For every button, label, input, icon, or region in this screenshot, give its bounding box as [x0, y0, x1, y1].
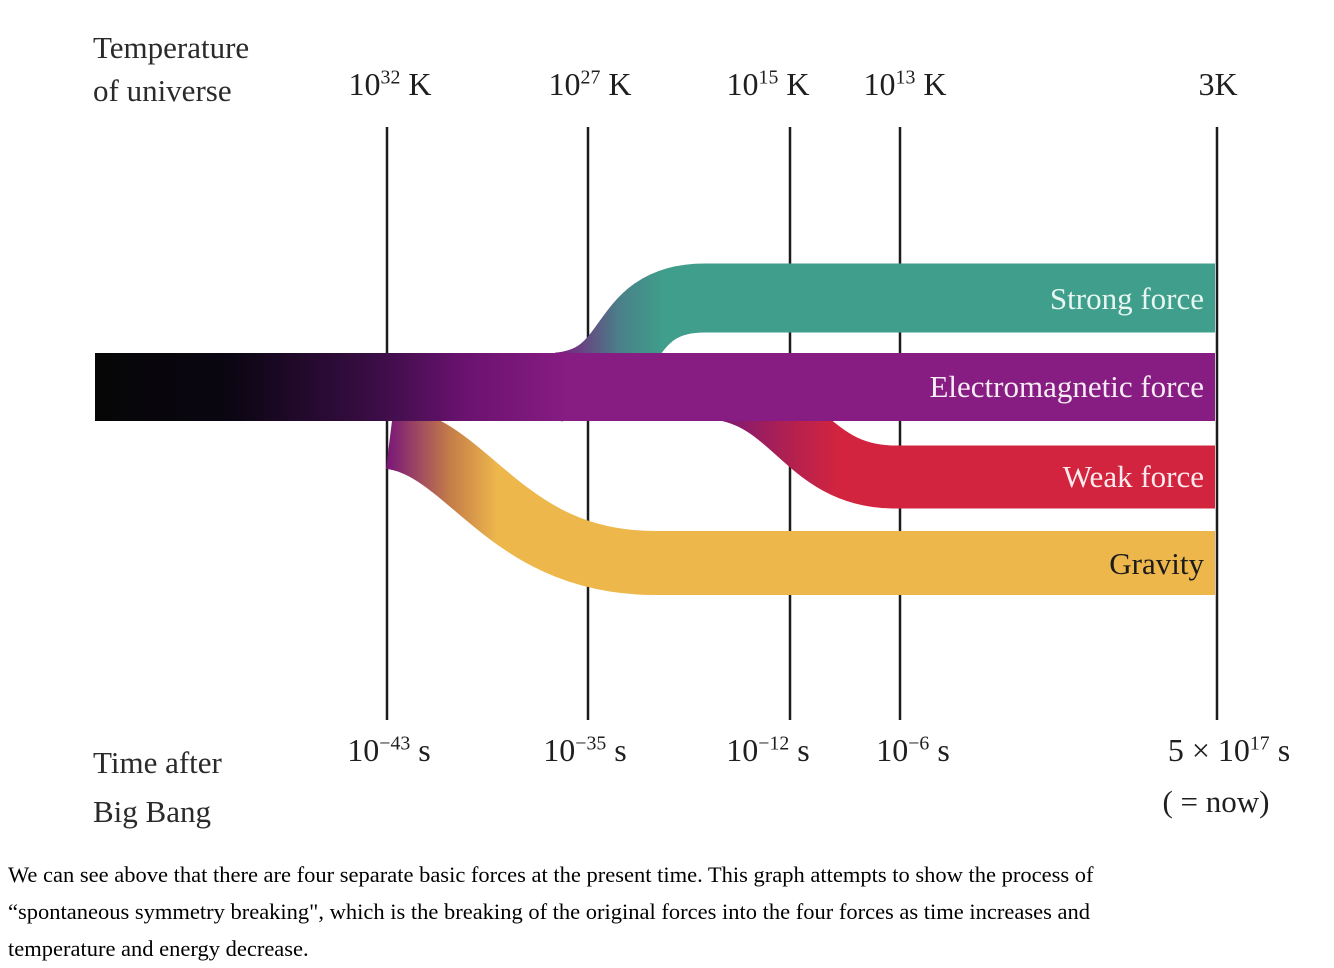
caption-line-2: “spontaneous symmetry breaking", which i…	[8, 899, 1090, 924]
time-axis-title-line2: Big Bang	[93, 794, 211, 829]
strong-force-label: Strong force	[1049, 281, 1204, 316]
temperature-axis-title-line2: of universe	[93, 73, 232, 108]
time-label-now-seconds: 5 × 1017 s	[1167, 732, 1291, 768]
temp-label-1032k: 1032 K	[348, 66, 432, 102]
electromagnetic-trunk-band	[95, 353, 1215, 421]
temp-label-1015k: 1015 K	[726, 66, 810, 102]
now-note: ( = now)	[1162, 784, 1270, 819]
temperature-axis-title: Temperature of universe	[93, 26, 249, 112]
temperature-axis-title-line1: Temperature	[93, 30, 250, 65]
time-label-1e-35s: 10−35 s	[543, 732, 627, 768]
time-axis-title-line1: Time after	[93, 745, 222, 780]
gravity-band	[383, 405, 1215, 595]
temp-label-3k: 3K	[1198, 66, 1238, 102]
time-label-1e-6s: 10−6 s	[876, 732, 950, 768]
weak-force-label: Weak force	[1062, 459, 1204, 494]
electromagnetic-force-label: Electromagnetic force	[929, 369, 1204, 404]
caption: We can see above that there are four sep…	[8, 856, 1330, 967]
gravity-label: Gravity	[1109, 546, 1204, 581]
time-label-1e-43s: 10−43 s	[347, 732, 431, 768]
forces-bands-canvas	[95, 127, 1219, 720]
time-axis-title: Time after Big Bang	[93, 738, 222, 836]
caption-line-3: temperature and energy decrease.	[8, 936, 309, 961]
caption-line-1: We can see above that there are four sep…	[8, 862, 1094, 887]
temp-label-1027k: 1027 K	[548, 66, 632, 102]
temp-label-1013k: 1013 K	[863, 66, 947, 102]
time-label-1e-12s: 10−12 s	[726, 732, 810, 768]
